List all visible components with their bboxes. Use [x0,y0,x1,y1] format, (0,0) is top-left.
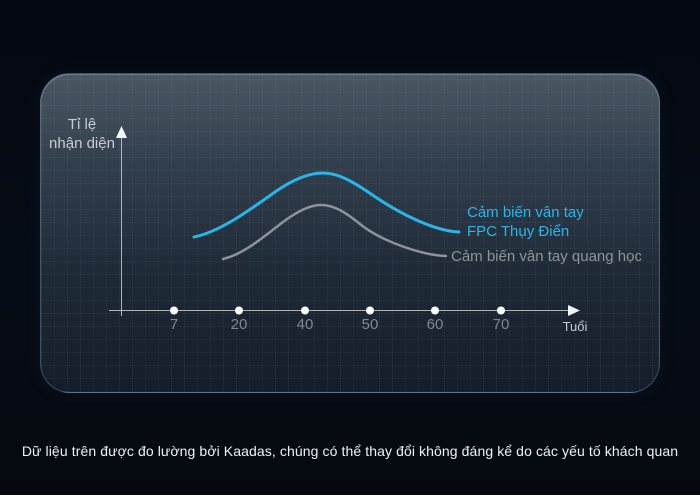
y-axis-label-line1: Tỉ lệ [67,116,97,133]
y-axis-label-line2: nhận diện [49,135,115,152]
x-axis-arrowhead-icon [568,305,580,316]
optical-curve [221,203,448,261]
x-tick-label: 50 [361,316,379,333]
legend-fpc-series: Cảm biến vân tay FPC Thụy Điển [467,203,584,241]
footer-caption: Dữ liệu trên được đo lường bởi Kaadas, c… [21,443,679,459]
y-axis-arrowhead-icon [116,126,127,138]
x-tick-label: 70 [492,316,510,333]
axis-point-dot [431,306,439,315]
axis-point-dot [497,306,505,315]
x-axis-label: Tuổi [562,319,588,334]
x-tick-label: 40 [296,316,314,333]
legend-fpc-line2: FPC Thụy Điển [467,223,570,240]
chart-canvas [109,126,580,316]
y-axis-label: Tỉ lệ nhận diện [46,115,118,153]
x-tick-label: 60 [426,316,444,333]
fpc-curve [192,171,461,239]
chart-panel: Tỉ lệ nhận diện 7 20 40 50 60 70 Tuổi Cả… [40,73,660,393]
legend-fpc-line1: Cảm biến vân tay [467,204,584,221]
legend-optical-series: Cảm biến vân tay quang học [451,248,642,265]
axis-point-dot [235,306,243,315]
x-tick-label: 7 [169,316,179,333]
axis-point-dot [301,306,309,315]
axis-point-dot [366,306,374,315]
x-tick-label: 20 [230,316,248,333]
axis-point-dot [170,306,178,315]
